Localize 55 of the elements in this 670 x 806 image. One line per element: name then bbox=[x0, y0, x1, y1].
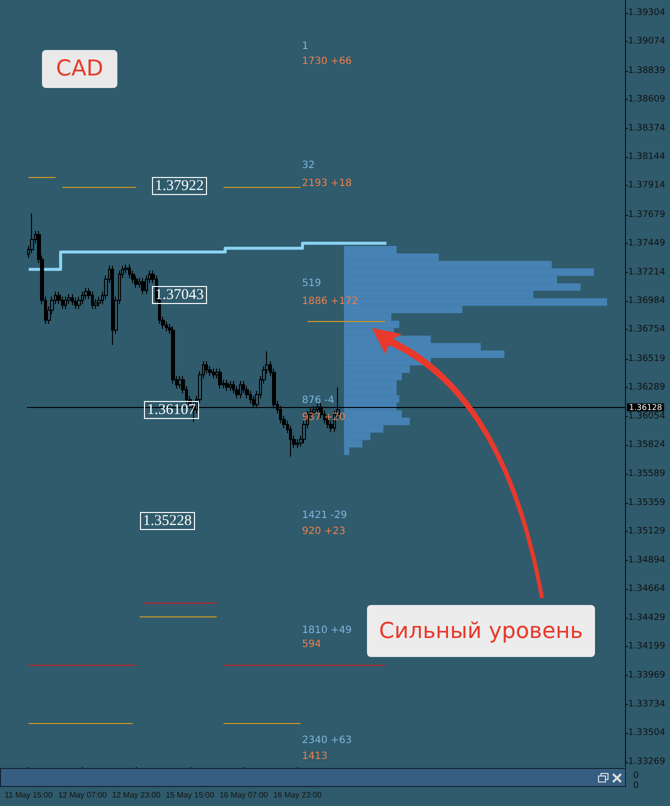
x-tick-label: 15 May 15:00 bbox=[166, 790, 215, 800]
y-tick-label: 1.39074 bbox=[628, 36, 666, 47]
text: CAD bbox=[56, 56, 104, 82]
y-tick-label: 1.38609 bbox=[628, 94, 666, 104]
y-tick-label: 1.35589 bbox=[628, 469, 666, 480]
y-tick-label: 1.37914 bbox=[628, 180, 666, 191]
ref-line-label: 1.36128 bbox=[629, 402, 662, 412]
y-tick-label: 1.37679 bbox=[628, 210, 666, 220]
x-tick-label: 11 May 15:00 bbox=[4, 790, 54, 800]
annotation: 1.36107 bbox=[144, 401, 199, 419]
annotation: 2340 +63 bbox=[302, 735, 352, 747]
y-tick-label: 1.35359 bbox=[628, 498, 666, 508]
annotation: 32 bbox=[302, 160, 315, 172]
y-tick-label: 1.33734 bbox=[628, 699, 666, 710]
annotation: 1421 -29 bbox=[302, 510, 347, 522]
x-tick-label: 16 May 07:00 bbox=[219, 790, 268, 800]
x-tick-label: 16 May 23:00 bbox=[273, 790, 322, 800]
annotation: 519 bbox=[302, 278, 322, 290]
y-tick-label: 1.38144 bbox=[628, 152, 666, 162]
text: 0 bbox=[633, 771, 639, 781]
y-tick-label: 1.36984 bbox=[628, 296, 666, 306]
y-tick-label: 1.34894 bbox=[628, 555, 666, 566]
y-tick-label: 1.38374 bbox=[628, 124, 666, 134]
y-tick-label: 1.35824 bbox=[628, 440, 666, 450]
annotation: 2193 +18 bbox=[302, 178, 352, 190]
y-tick-label: 1.34429 bbox=[628, 613, 666, 624]
y-tick-label: 1.36289 bbox=[628, 382, 666, 392]
text: 0 bbox=[633, 781, 639, 791]
annotation: 1413 bbox=[302, 751, 328, 763]
y-tick-label: 1.34199 bbox=[628, 642, 666, 652]
annotation: 594 bbox=[302, 639, 322, 651]
y-tick-label: 1.35129 bbox=[628, 526, 666, 536]
y-tick-label: 1.34664 bbox=[628, 584, 666, 594]
y-tick-label: 1.36054 bbox=[628, 412, 666, 422]
y-tick-label: 1.38839 bbox=[628, 66, 666, 76]
y-tick-label: 1.36754 bbox=[628, 324, 666, 335]
y-tick-label: 1.37449 bbox=[628, 238, 666, 248]
y-tick-label: 1.33269 bbox=[628, 757, 666, 768]
annotation: 1 bbox=[302, 41, 308, 53]
x-tick-label: 12 May 23:00 bbox=[112, 790, 161, 800]
annotation: 920 +23 bbox=[302, 526, 346, 538]
y-tick-label: 1.39304 bbox=[628, 8, 666, 18]
annotation: 1810 +49 bbox=[302, 625, 352, 637]
annotation: Сильный уровень bbox=[367, 605, 595, 657]
y-tick-label: 1.33969 bbox=[628, 670, 666, 680]
x-tick-label: 12 May 07:00 bbox=[58, 790, 108, 800]
annotation: 1.37922 bbox=[152, 177, 207, 195]
y-tick-label: 1.33504 bbox=[628, 728, 666, 738]
annotation: 1730 +66 bbox=[302, 56, 352, 68]
annotation: 1886 +172 bbox=[302, 296, 358, 308]
y-tick-label: 1.37214 bbox=[628, 268, 666, 278]
y-tick-label: 1.36519 bbox=[628, 354, 666, 364]
annotation: 876 -4 bbox=[302, 395, 334, 407]
annotation: 1.35228 bbox=[140, 512, 195, 530]
annotation: 1.37043 bbox=[152, 286, 207, 304]
